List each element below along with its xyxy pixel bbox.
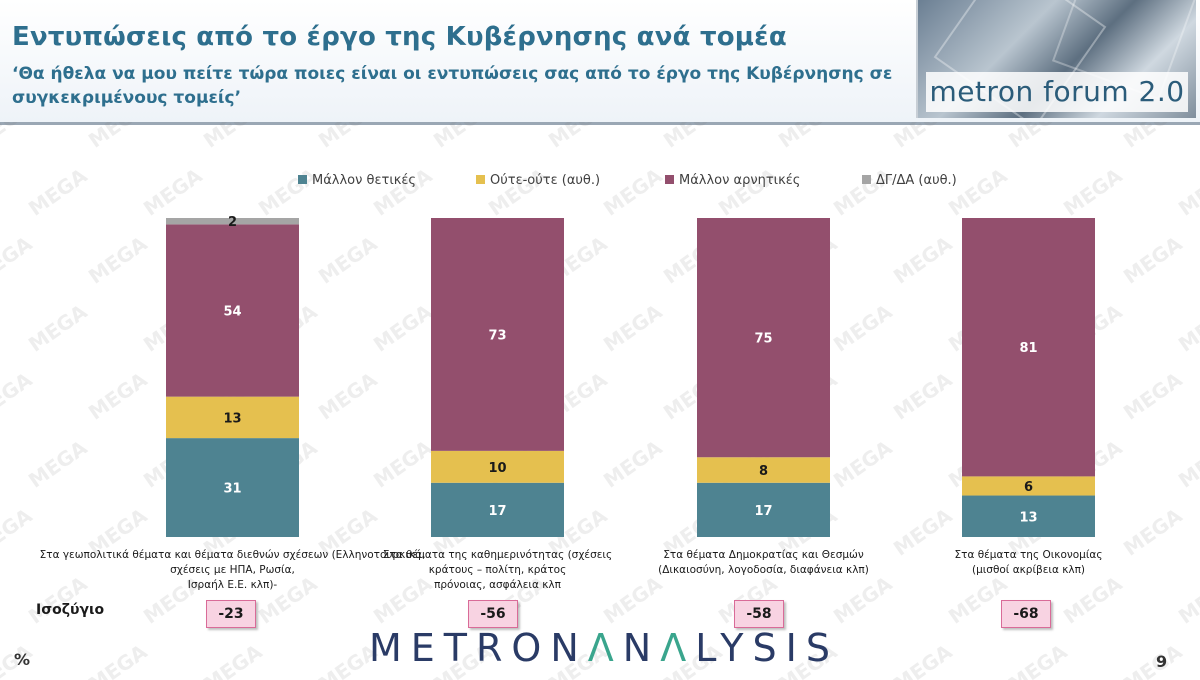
balance-value-3: -58 [734, 600, 784, 628]
category-label-line: πρόνοιας, ασφάλεια κλπ [434, 579, 562, 591]
data-label: 13 [1019, 510, 1037, 525]
category-label-line: Ισραήλ Ε.Ε. κλπ)- [188, 579, 278, 591]
page-number: 9 [1156, 652, 1168, 671]
data-label: 17 [754, 504, 772, 519]
bar-segment [697, 482, 830, 537]
logo-part: METRON [369, 626, 588, 670]
watermark-text: MEGA [199, 639, 267, 680]
bar-segment [962, 218, 1095, 477]
data-label: 13 [223, 411, 241, 426]
bar-segment [962, 495, 1095, 537]
category-label: Στα θέματα της καθημερινότητας (σχέσεις κ… [383, 549, 612, 591]
bar-segment [962, 476, 1095, 496]
watermark-text: MEGA [889, 639, 957, 680]
data-label: 81 [1019, 341, 1037, 356]
data-label: 31 [223, 482, 241, 497]
slide-subtitle: ‘Θα ήθελα να μου πείτε τώρα ποιες είναι … [12, 64, 893, 108]
metron-forum-logo: metron forum 2.0 [916, 0, 1196, 118]
bar-segment [697, 457, 830, 483]
metron-analysis-logo: METRONΛNΛLYSIS [364, 626, 844, 670]
slide-title: Εντυπώσεις από το έργο της Κυβέρνησης αν… [12, 22, 787, 52]
data-label: 2 [228, 215, 237, 230]
legend-label: Μάλλον αρνητικές [679, 173, 800, 188]
bar-segment [166, 224, 299, 397]
data-label: 54 [223, 305, 241, 320]
bar-segment [166, 396, 299, 439]
legend-swatch [665, 175, 674, 184]
category-label-line: Στα θέματα Δημοκρατίας και Θεσμών [663, 549, 864, 561]
data-label: 6 [1024, 480, 1033, 495]
legend-swatch [476, 175, 485, 184]
legend-swatch [862, 175, 871, 184]
percent-sign: % [14, 650, 31, 669]
legend-label: ΔΓ/ΔΑ (αυθ.) [876, 173, 957, 188]
logo-part: N [622, 626, 661, 670]
bar-segment [166, 438, 299, 537]
legend-swatch [298, 175, 307, 184]
data-label: 10 [488, 461, 506, 476]
category-label-line: (μισθοί ακρίβεια κλπ) [972, 564, 1085, 576]
category-label-line: (Δικαιοσύνη, λογοδοσία, διαφάνεια κλπ) [658, 564, 869, 576]
balance-label: Ισοζύγιο [36, 602, 105, 618]
data-label: 17 [488, 504, 506, 519]
bar-segment [431, 450, 564, 483]
bar-segment [166, 218, 299, 225]
category-label-line: κράτους – πολίτη, κράτος [429, 564, 567, 576]
watermark-text: MEGA [1119, 639, 1187, 680]
category-label: Στα θέματα της Οικονομίας (μισθοί ακρίβει… [954, 549, 1102, 576]
data-label: 75 [754, 332, 772, 347]
stacked-bar-chart: Μάλλον θετικές Ούτε-ούτε (αυθ.) Μάλλον αρν… [40, 173, 1103, 591]
balance-value-1: -23 [206, 600, 256, 628]
logo-accent: Λ [660, 626, 696, 670]
legend-label: Ούτε-ούτε (αυθ.) [490, 173, 600, 188]
balance-value-2: -56 [468, 600, 518, 628]
legend-label: Μάλλον θετικές [312, 173, 416, 188]
data-label: 73 [488, 328, 506, 343]
category-label: Στα θέματα Δημοκρατίας και Θεσμών (Δικαιο… [658, 549, 869, 576]
bar-segment [697, 218, 830, 458]
bar-segment [431, 482, 564, 537]
category-label-line: Στα θέματα της Οικονομίας [954, 549, 1102, 561]
bar-segment [431, 218, 564, 451]
logo-part: LYSIS [695, 626, 839, 670]
category-label-line: Στα θέματα της καθημερινότητας (σχέσεις [383, 549, 612, 561]
watermark-text: MEGA [84, 639, 152, 680]
category-label-line: σχέσεις με ΗΠΑ, Ρωσία, [170, 564, 295, 576]
logo-text: metron forum 2.0 [926, 72, 1188, 112]
balance-value-4: -68 [1001, 600, 1051, 628]
category-label-line: Στα γεωπολιτικά θέματα και θέματα διεθνώ… [40, 549, 426, 561]
category-label: Στα γεωπολιτικά θέματα και θέματα διεθνώ… [40, 549, 426, 591]
watermark-text: MEGA [1004, 639, 1072, 680]
logo-accent: Λ [587, 626, 623, 670]
data-label: 8 [759, 464, 768, 479]
